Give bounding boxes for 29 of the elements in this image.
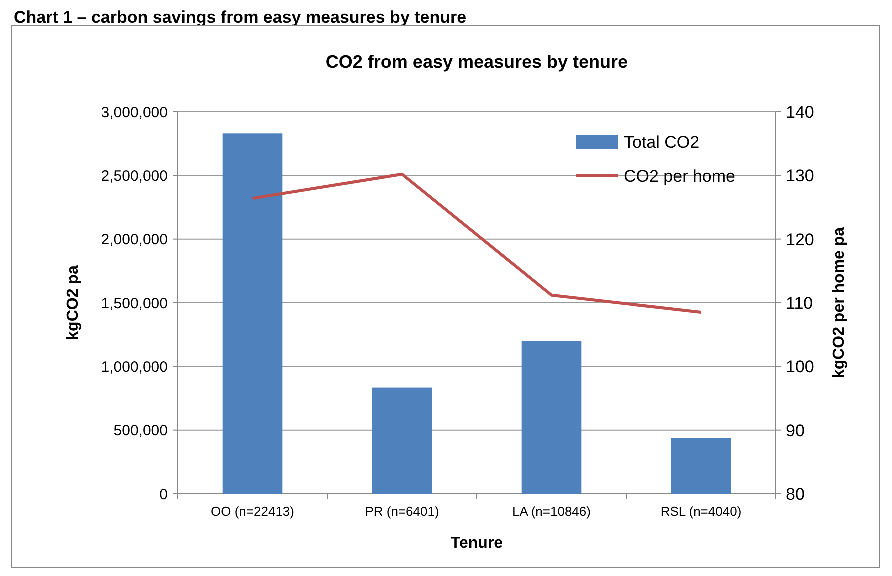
x-tick-label: LA (n=10846) xyxy=(512,504,591,519)
y-tick-label: 3,000,000 xyxy=(101,104,168,122)
legend-label: Total CO2 xyxy=(624,132,700,152)
y2-tick-label: 130 xyxy=(786,166,814,186)
x-tick-label: PR (n=6401) xyxy=(365,504,440,519)
x-tick-label: OO (n=22413) xyxy=(211,504,294,519)
legend-label: CO2 per home xyxy=(624,166,736,186)
bar xyxy=(671,438,732,494)
caption: Chart 1 – carbon savings from easy measures by tenure xyxy=(14,8,467,27)
x-axis-title: Tenure xyxy=(450,535,504,552)
bar xyxy=(222,134,283,494)
x-tick-label: RSL (n=4040) xyxy=(660,504,742,519)
y-tick-label: 0 xyxy=(160,486,168,504)
y-tick-label: 1,000,000 xyxy=(101,358,168,376)
y2-tick-label: 140 xyxy=(786,102,814,122)
y2-axis-title: kgCO2 per home pa xyxy=(831,227,848,379)
y2-tick-label: 120 xyxy=(786,230,814,250)
y-tick-label: 2,500,000 xyxy=(101,168,168,185)
chart-title: CO2 from easy measures by tenure xyxy=(326,52,628,72)
y-tick-label: 1,500,000 xyxy=(101,295,168,312)
y2-tick-label: 90 xyxy=(786,421,805,440)
y2-tick-label: 80 xyxy=(786,484,805,504)
y2-tick-label: 100 xyxy=(786,358,814,377)
y-tick-label: 2,000,000 xyxy=(101,232,168,249)
bar xyxy=(372,388,432,494)
y2-tick-label: 110 xyxy=(786,294,814,313)
bar xyxy=(522,341,582,494)
y-axis-title: kgCO2 pa xyxy=(65,266,82,340)
y-tick-label: 500,000 xyxy=(114,422,168,440)
